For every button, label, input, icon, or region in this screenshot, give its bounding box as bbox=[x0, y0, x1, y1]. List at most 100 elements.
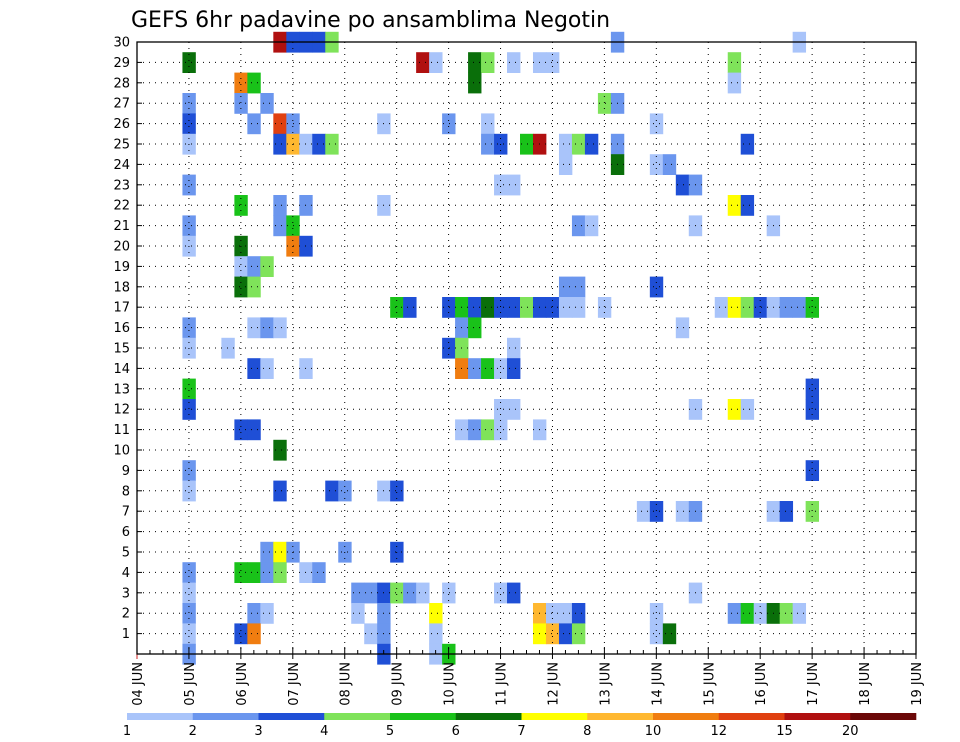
x-tick-label-10: 14 JUN bbox=[650, 662, 665, 706]
cell-member-29-step-26 bbox=[468, 52, 482, 73]
cell-member-18-step-40 bbox=[649, 276, 664, 298]
cell-member-12-step-47 bbox=[740, 399, 755, 420]
cell-member-16-step-26 bbox=[468, 317, 482, 339]
cell-member-7-step-42 bbox=[675, 501, 690, 522]
cell-member-23-step-29 bbox=[507, 174, 521, 196]
y-tick-label-11: 11 bbox=[113, 423, 130, 438]
cell-member-1-step-8 bbox=[234, 623, 248, 645]
cell-member-3-step-24 bbox=[442, 582, 456, 604]
cell-member-3-step-18 bbox=[364, 582, 378, 604]
y-tick-label-28: 28 bbox=[113, 76, 130, 91]
cell-member-28-step-9 bbox=[247, 72, 261, 94]
x-tick-label-15: 19 JUN bbox=[910, 662, 925, 706]
cell-member-17-step-34 bbox=[571, 297, 586, 318]
y-tick-label-29: 29 bbox=[113, 56, 130, 71]
cell-member-7-step-50 bbox=[779, 501, 794, 522]
cell-member-12-step-28 bbox=[494, 399, 508, 420]
y-tick-label-14: 14 bbox=[113, 362, 130, 377]
cell-member-4-step-11 bbox=[273, 562, 287, 583]
colorbar-swatch-1 bbox=[127, 713, 194, 720]
cell-member-1-step-40 bbox=[649, 623, 664, 645]
cell-member-24-step-41 bbox=[662, 154, 677, 175]
y-tick-label-10: 10 bbox=[113, 444, 130, 459]
cell-member-14-step-29 bbox=[507, 358, 521, 379]
colorbar-swatch-5 bbox=[390, 713, 457, 720]
y-tick-label-6: 6 bbox=[122, 525, 130, 540]
cell-member-1-step-18 bbox=[364, 623, 378, 645]
cell-member-26-step-24 bbox=[442, 113, 456, 135]
x-tick-label-8: 12 JUN bbox=[546, 662, 561, 706]
cell-member-21-step-34 bbox=[571, 215, 586, 237]
x-tick-label-3: 07 JUN bbox=[287, 662, 302, 706]
cell-member-3-step-21 bbox=[403, 582, 417, 604]
colorbar-label-3: 3 bbox=[254, 724, 262, 739]
cell-member-8-step-4 bbox=[182, 480, 196, 502]
cell-member-17-step-50 bbox=[779, 297, 794, 318]
colorbar-label-6: 6 bbox=[452, 724, 460, 739]
cell-member-1-step-33 bbox=[558, 623, 573, 645]
y-tick-label-25: 25 bbox=[113, 138, 130, 153]
cell-member-25-step-27 bbox=[481, 133, 495, 155]
colorbar-label-20: 20 bbox=[842, 724, 859, 739]
cell-member-11-step-8 bbox=[234, 419, 248, 441]
cell-member-24-step-40 bbox=[649, 154, 664, 175]
cell-member-4-step-10 bbox=[260, 562, 274, 583]
cell-member-1-step-9 bbox=[247, 623, 261, 645]
cell-member-2-step-50 bbox=[779, 603, 794, 624]
y-tick-label-18: 18 bbox=[113, 280, 130, 295]
y-tick-label-17: 17 bbox=[113, 301, 130, 316]
y-tick-label-30: 30 bbox=[113, 36, 130, 51]
cell-member-2-step-51 bbox=[792, 603, 807, 624]
colorbar-label-2: 2 bbox=[189, 724, 197, 739]
cell-member-2-step-34 bbox=[571, 603, 586, 624]
cell-member-5-step-10 bbox=[260, 541, 274, 563]
cell-member-21-step-35 bbox=[584, 215, 599, 237]
colorbar-swatch-9 bbox=[653, 713, 720, 720]
cell-member-11-step-27 bbox=[481, 419, 495, 441]
cell-member-27-step-10 bbox=[260, 93, 274, 114]
colorbar-swatch-8 bbox=[587, 713, 654, 720]
cell-member-16-step-42 bbox=[675, 317, 690, 339]
cell-member-12-step-46 bbox=[727, 399, 742, 420]
cell-member-16-step-4 bbox=[182, 317, 196, 339]
cell-member-21-step-4 bbox=[182, 215, 196, 237]
cell-member-14-step-26 bbox=[468, 358, 482, 379]
cell-member-16-step-10 bbox=[260, 317, 274, 339]
y-tick-label-13: 13 bbox=[113, 382, 130, 397]
colorbar-swatch-4 bbox=[324, 713, 391, 720]
axis-ticks: 1234567891011121314151617181920212223242… bbox=[113, 36, 925, 706]
cell-member-28-step-46 bbox=[727, 72, 742, 94]
y-tick-label-26: 26 bbox=[113, 117, 130, 132]
cell-member-17-step-36 bbox=[597, 297, 612, 318]
cell-member-27-step-8 bbox=[234, 93, 248, 114]
cell-member-3-step-20 bbox=[390, 582, 404, 604]
colorbar-label-10: 10 bbox=[645, 724, 662, 739]
cell-member-17-step-33 bbox=[558, 297, 573, 318]
colorbar-label-7: 7 bbox=[517, 724, 525, 739]
cell-member-14-step-27 bbox=[481, 358, 495, 379]
cell-member-2-step-4 bbox=[182, 603, 196, 624]
cell-member-25-step-34 bbox=[571, 133, 586, 155]
cell-member-3-step-22 bbox=[416, 582, 430, 604]
y-tick-label-19: 19 bbox=[113, 260, 130, 275]
cell-member-17-step-30 bbox=[520, 297, 534, 318]
cell-member-14-step-9 bbox=[247, 358, 261, 379]
cell-member-29-step-29 bbox=[507, 52, 521, 73]
cell-member-25-step-33 bbox=[558, 133, 573, 155]
cell-member-18-step-34 bbox=[571, 276, 586, 298]
cell-member-17-step-46 bbox=[727, 297, 742, 318]
y-tick-label-5: 5 bbox=[122, 546, 130, 561]
cell-member-17-step-45 bbox=[714, 297, 729, 318]
y-tick-label-20: 20 bbox=[113, 240, 130, 255]
cell-member-11-step-28 bbox=[494, 419, 508, 441]
colorbar-swatch-11 bbox=[784, 713, 851, 720]
cell-member-14-step-10 bbox=[260, 358, 274, 379]
cell-member-21-step-11 bbox=[273, 215, 287, 237]
cell-member-17-step-26 bbox=[468, 297, 482, 318]
cell-member-1-step-41 bbox=[662, 623, 677, 645]
cell-member-2-step-9 bbox=[247, 603, 261, 624]
y-tick-label-3: 3 bbox=[122, 586, 130, 601]
colorbar-swatch-10 bbox=[718, 713, 785, 720]
cell-member-15-step-7 bbox=[221, 337, 235, 359]
cell-member-3-step-17 bbox=[351, 582, 365, 604]
